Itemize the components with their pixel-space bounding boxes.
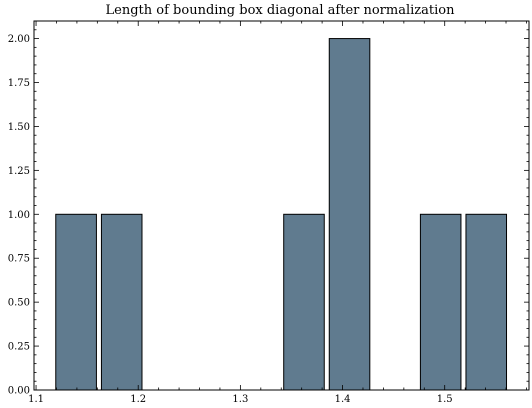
histogram-bar-4 [328,38,371,391]
y-tick-label: 1.25 [8,166,30,177]
x-tick-label: 1.4 [335,394,351,405]
histogram-bar-1 [55,213,97,391]
y-tick-label: 1.50 [8,122,30,133]
chart-title: Length of bounding box diagonal after no… [106,3,456,18]
bars-group [55,38,508,391]
y-tick-label: 0.50 [8,298,30,309]
x-tick-label: 1.3 [232,394,248,405]
y-tick-label: 0.75 [8,254,30,265]
x-tick-label: 1.1 [28,394,44,405]
histogram-bar-6 [465,213,508,391]
axes-group: 0.00 0.25 0.50 0.75 1.00 1.25 1.50 1.75 2.00 1.1 1… [8,20,530,405]
x-tick-label: 1.2 [130,394,146,405]
x-tick-label: 1.5 [437,394,453,405]
y-tick-label: 1.00 [8,210,30,221]
histogram-bar-2 [100,213,143,391]
histogram-bar-5 [419,213,462,391]
y-tick-label: 2.00 [8,34,30,45]
y-tick-label: 1.75 [8,78,30,89]
y-tick-label: 0.00 [8,386,30,397]
histogram-bar-3 [283,213,325,391]
y-tick-label: 0.25 [8,342,30,353]
